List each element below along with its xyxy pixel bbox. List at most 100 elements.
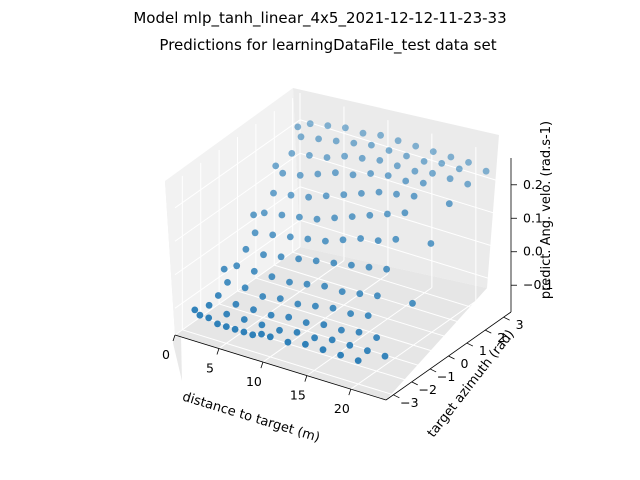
scatter-point — [381, 352, 389, 360]
scatter-point — [312, 257, 320, 265]
scatter-point — [323, 154, 331, 161]
scatter-point — [419, 179, 427, 187]
y-tick-mark — [485, 329, 492, 334]
scatter-point — [214, 292, 222, 299]
back-grid-z — [299, 119, 512, 186]
scatter-point — [315, 135, 322, 143]
scatter-point — [350, 139, 358, 147]
scatter-point — [385, 147, 393, 154]
back-grid-z — [299, 186, 512, 253]
scatter-point — [276, 295, 284, 302]
scatter-point — [306, 120, 314, 128]
scatter-point — [348, 261, 355, 269]
scatter-point — [411, 167, 419, 175]
scatter-point — [258, 330, 265, 338]
y-tick-label: −3 — [400, 395, 418, 410]
scatter-point — [409, 299, 416, 307]
scatter-point — [270, 189, 277, 197]
scatter-point — [287, 191, 295, 199]
scatter-point — [296, 171, 304, 179]
scatter-point — [427, 240, 435, 247]
pane-left-main — [165, 88, 300, 335]
scatter-point — [347, 310, 354, 317]
scatter-point — [322, 192, 330, 200]
scatter-point — [286, 278, 293, 286]
scatter-point — [365, 263, 373, 271]
scatter-point — [394, 137, 402, 145]
z-axis-label: predict. Ang. velo. (rad.s-1) — [539, 121, 554, 299]
scatter-point — [393, 162, 401, 170]
x-tick-mark — [260, 361, 264, 369]
z-tick-label: 0.2 — [523, 177, 543, 192]
scatter-point — [250, 306, 257, 314]
scatter-point — [355, 328, 363, 336]
scatter-point — [377, 131, 384, 139]
scatter-point — [288, 150, 296, 157]
scatter-point — [338, 326, 345, 334]
scatter-point — [302, 340, 309, 348]
scatter-point — [250, 267, 258, 275]
scatter-point — [342, 124, 349, 132]
y-tick-mark — [466, 342, 474, 347]
scatter-point — [196, 311, 204, 319]
scatter-point — [191, 306, 199, 314]
scatter-point — [375, 188, 383, 196]
x-tick-label: 10 — [246, 374, 262, 389]
scatter-point — [322, 237, 329, 245]
scatter-point — [205, 314, 213, 322]
z-tick-label: 0.1 — [523, 210, 543, 225]
scatter-point — [302, 319, 310, 326]
scatter-point — [384, 172, 392, 180]
scatter-point — [324, 122, 332, 130]
scatter-point — [305, 193, 312, 201]
scatter-point — [354, 357, 362, 364]
scatter-point — [232, 300, 240, 308]
scatter-point — [401, 209, 409, 217]
scatter-point — [329, 304, 337, 312]
left-grid-z — [174, 186, 301, 276]
scatter-point — [328, 336, 336, 344]
scatter-point — [242, 245, 250, 253]
scatter-point — [356, 290, 364, 298]
scatter-point — [266, 333, 274, 341]
scatter-point — [332, 169, 339, 177]
y-tick-label: −2 — [419, 382, 437, 397]
left-grid-z — [174, 119, 301, 209]
scatter-point — [304, 235, 312, 243]
scatter-point — [321, 282, 328, 290]
scatter-point — [214, 320, 221, 328]
scatter-point — [330, 259, 338, 267]
x-tick-mark — [304, 375, 308, 382]
scatter-point — [313, 215, 321, 223]
y-tick-mark — [393, 394, 400, 399]
scatter-point — [314, 170, 322, 178]
pane-floor — [175, 247, 487, 400]
scatter-point — [220, 265, 228, 273]
scatter-point — [240, 328, 248, 336]
y-tick-label: 2 — [497, 330, 505, 345]
scatter-point — [392, 235, 400, 243]
scatter-point — [332, 137, 340, 145]
z-tick-label: −0.1 — [523, 277, 553, 292]
floor-grid-y — [292, 251, 504, 318]
scatter-point — [340, 191, 348, 199]
scatter-point — [346, 341, 354, 349]
floor-grid-y — [218, 303, 431, 370]
scatter-point — [429, 169, 436, 177]
scatter-point — [297, 133, 305, 141]
scatter-point — [279, 169, 287, 177]
back-grid-z — [299, 219, 512, 286]
scatter-point — [374, 237, 382, 245]
scatter-point — [366, 211, 374, 219]
scatter-point — [250, 211, 257, 219]
scatter-point — [251, 229, 259, 237]
scatter-point — [359, 129, 367, 137]
z-tick-label: 0.0 — [523, 244, 543, 259]
scatter-point — [376, 157, 384, 164]
floor-grid-y — [237, 290, 449, 357]
chart-title: Model mlp_tanh_linear_4x5_2021-12-12-11-… — [133, 9, 506, 28]
chart-subtitle: Predictions for learningDataFile_test da… — [159, 36, 496, 55]
scatter-point — [339, 236, 347, 244]
scatter-point — [455, 165, 463, 173]
